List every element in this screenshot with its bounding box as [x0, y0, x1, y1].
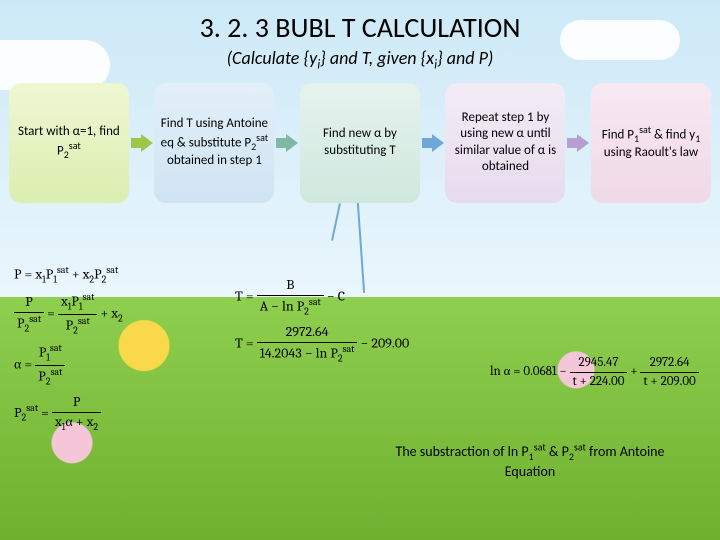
- equations-left: P = x1P1sat + x2P2sat PP2sat = x1P1satP2…: [14, 260, 244, 438]
- subtitle-part3: } and P): [437, 47, 493, 69]
- subtitle-part2: } and T, given {x: [320, 47, 434, 69]
- step-3: Find new α by substituting T: [300, 83, 420, 203]
- flow-row: Start with α=1, find P2sat Find T using …: [0, 73, 720, 203]
- footnote: The substraction of ln P1sat & P2sat fro…: [370, 441, 690, 480]
- step-1: Start with α=1, find P2sat: [9, 83, 129, 203]
- callout-lines: [0, 203, 720, 243]
- step-5: Find P1sat & find y1 using Raoult's law: [591, 83, 711, 203]
- arrow-2: [276, 134, 298, 152]
- arrow-4: [567, 134, 589, 152]
- subtitle-part1: (Calculate {y: [227, 47, 318, 69]
- step-2: Find T using Antoine eq & substitute P2s…: [154, 83, 274, 203]
- slide-subtitle: (Calculate {yi} and T, given {xi} and P): [0, 47, 720, 73]
- arrow-1: [131, 134, 153, 152]
- equations-mid: T = BA − ln P2sat − C T = 2972.6414.2043…: [235, 272, 495, 370]
- arrow-3: [422, 134, 444, 152]
- equations-right: ln α = 0.0681 − 2945.47t + 224.00 + 2972…: [490, 350, 715, 394]
- slide-title: 3. 2. 3 BUBL T CALCULATION: [0, 0, 720, 45]
- step-4: Repeat step 1 by using new α until simil…: [445, 83, 565, 203]
